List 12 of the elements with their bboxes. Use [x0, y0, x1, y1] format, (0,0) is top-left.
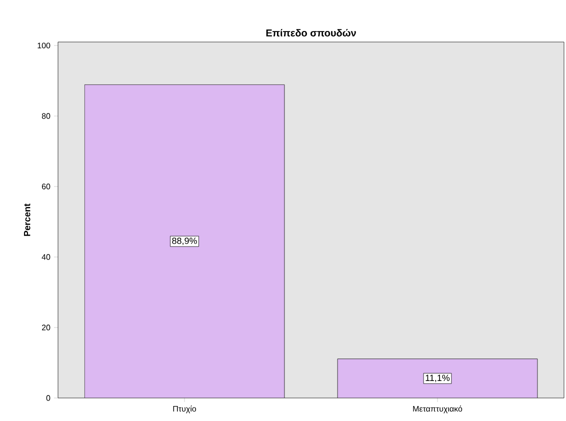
y-tick-label: 100 — [38, 42, 50, 48]
chart-title: Επίπεδο σπουδών — [266, 28, 356, 36]
data-label: 88,9% — [172, 238, 197, 246]
data-label: 11,1% — [426, 374, 450, 382]
y-tick-label: 20 — [42, 324, 50, 330]
y-axis-title: Percent — [24, 204, 30, 236]
y-tick-label: 0 — [46, 395, 50, 401]
y-tick-label: 40 — [42, 254, 50, 260]
x-tick-label: Πτυχίο — [173, 406, 196, 414]
x-tick-label: Μεταπτυχιακό — [413, 406, 462, 414]
y-tick-label: 80 — [42, 113, 50, 119]
y-tick-label: 60 — [42, 184, 50, 190]
